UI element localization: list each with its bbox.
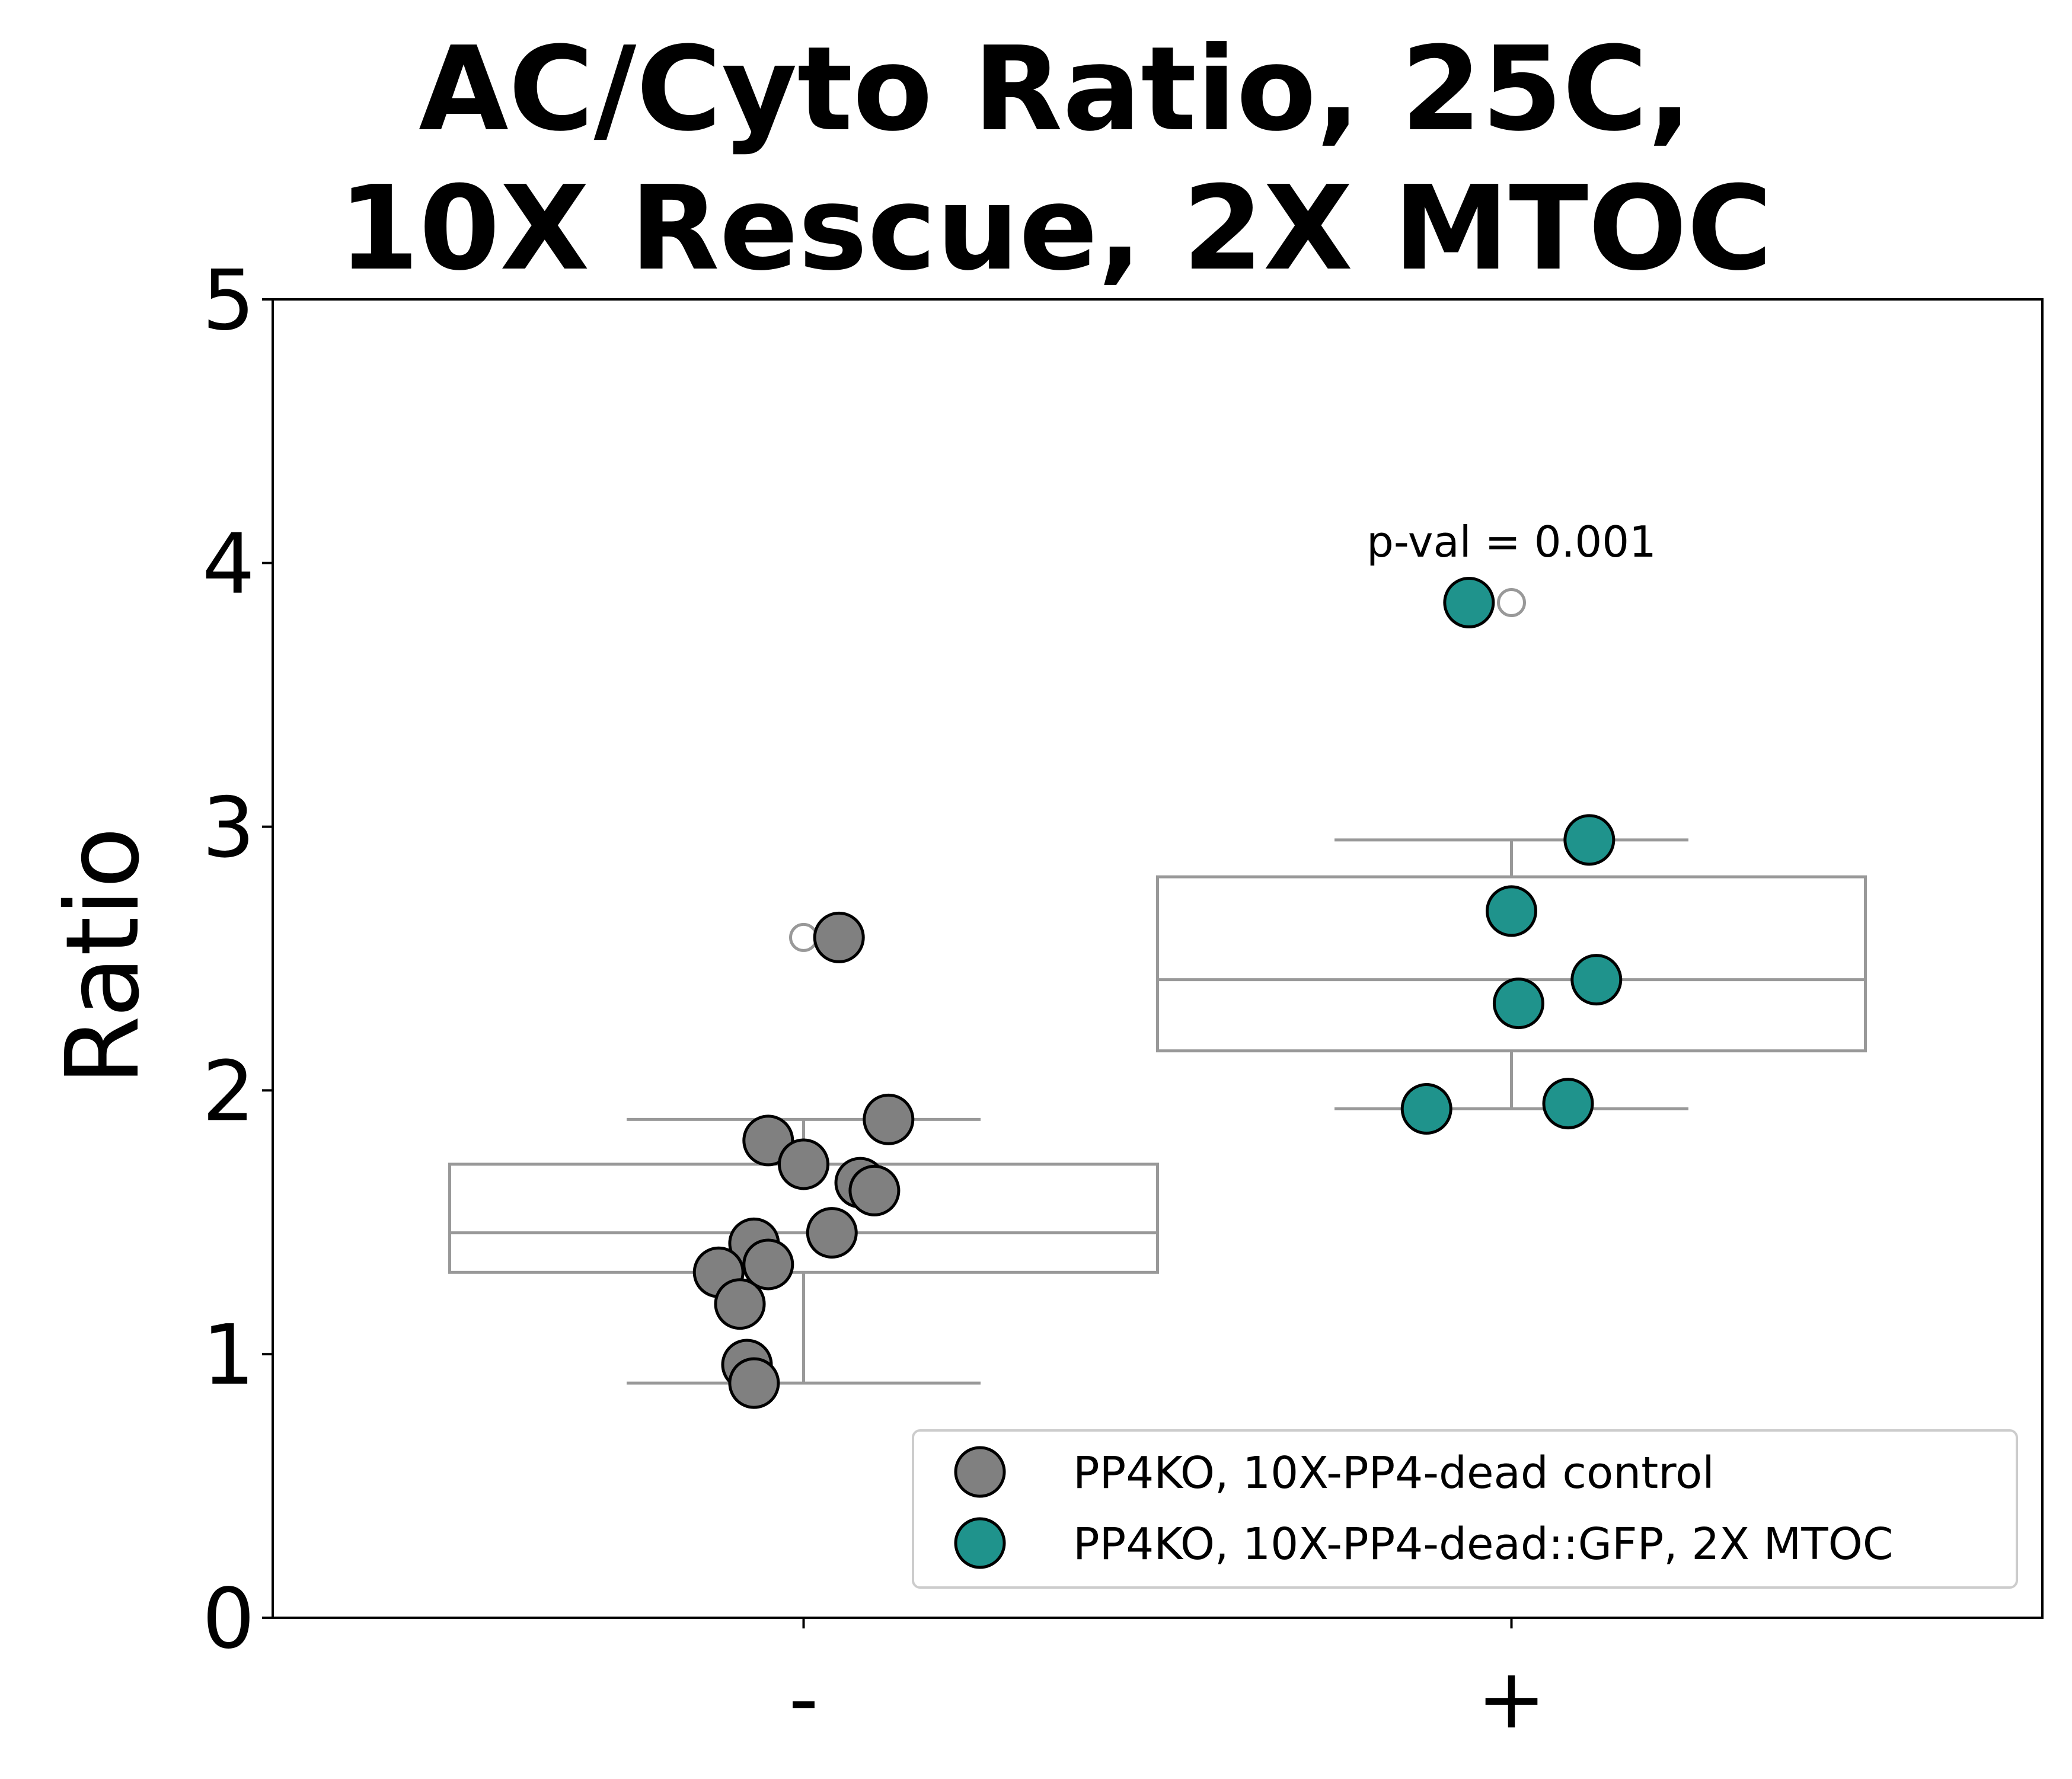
flier-plus-0 bbox=[1497, 588, 1526, 618]
legend-marker-rescue bbox=[954, 1517, 1006, 1569]
y-tick-label-3: 3 bbox=[202, 780, 255, 877]
data-point-control-12 bbox=[728, 1357, 780, 1409]
data-point-rescue-1 bbox=[1563, 814, 1616, 866]
chart-title-line-2: 10X Rescue, 2X MTOC bbox=[339, 161, 1773, 296]
axes-frame bbox=[272, 298, 2044, 1619]
y-tick-label-1: 1 bbox=[202, 1307, 255, 1404]
data-point-rescue-3 bbox=[1570, 954, 1623, 1006]
data-point-rescue-6 bbox=[1400, 1083, 1452, 1135]
y-tick-label-2: 2 bbox=[202, 1043, 255, 1140]
y-tick-label-0: 0 bbox=[202, 1571, 255, 1668]
data-point-rescue-0 bbox=[1443, 577, 1495, 629]
data-point-control-2 bbox=[742, 1114, 794, 1167]
legend-frame bbox=[912, 1429, 2018, 1589]
legend-marker-control bbox=[954, 1446, 1006, 1498]
data-point-rescue-2 bbox=[1486, 885, 1537, 937]
data-point-control-3 bbox=[778, 1138, 829, 1190]
data-point-control-5 bbox=[848, 1164, 901, 1216]
chart-title-line-1: AC/Cyto Ratio, 25C, bbox=[419, 22, 1692, 157]
p-value-annotation: p-val = 0.001 bbox=[1367, 517, 1656, 567]
legend: PP4KO, 10X-PP4-dead control PP4KO, 10X-P… bbox=[912, 1429, 2018, 1589]
plot-area bbox=[448, 577, 1867, 1409]
data-point-control-0 bbox=[813, 911, 865, 963]
y-tick-label-5: 5 bbox=[202, 253, 255, 349]
y-tick-label-4: 4 bbox=[202, 516, 255, 613]
data-point-control-1 bbox=[863, 1093, 915, 1145]
x-tick-label-0: - bbox=[788, 1651, 819, 1748]
data-point-rescue-5 bbox=[1542, 1078, 1594, 1130]
y-axis: 0 1 2 3 4 5 bbox=[202, 253, 273, 1668]
x-axis: - + bbox=[788, 1618, 1546, 1748]
legend-label-control: PP4KO, 10X-PP4-dead control bbox=[1073, 1448, 1715, 1499]
data-point-rescue-4 bbox=[1492, 978, 1544, 1030]
data-point-control-10 bbox=[714, 1278, 766, 1330]
data-point-control-8 bbox=[742, 1238, 794, 1291]
data-point-control-6 bbox=[806, 1207, 858, 1259]
legend-label-rescue: PP4KO, 10X-PP4-dead::GFP, 2X MTOC bbox=[1073, 1519, 1894, 1570]
x-tick-label-1: + bbox=[1477, 1651, 1546, 1748]
y-axis-label: Ratio bbox=[44, 827, 162, 1085]
flier-minus-0 bbox=[789, 922, 818, 952]
